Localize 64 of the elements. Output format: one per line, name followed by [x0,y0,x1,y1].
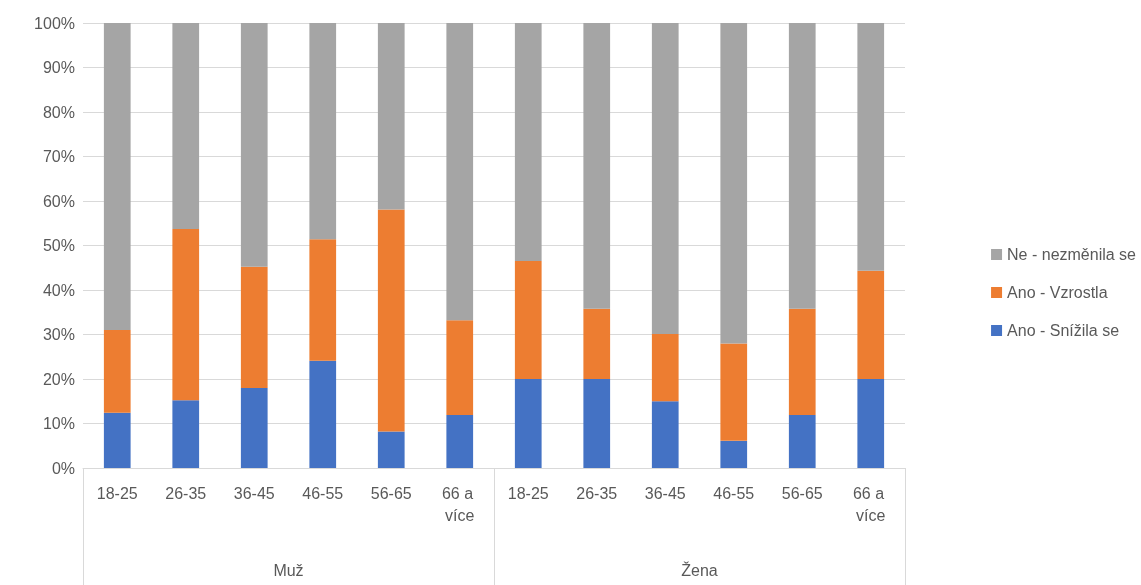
y-tick-label: 80% [42,103,75,121]
bar [103,330,131,413]
bar [651,401,679,468]
bar [514,379,542,468]
y-tick-label: 40% [42,281,75,299]
x-tick-label: 56-65 [781,484,823,502]
x-tick-label: 46-55 [713,484,755,502]
bar [857,270,885,379]
bar [720,343,748,441]
bar [720,23,748,344]
bar [788,23,816,309]
legend-label: Ano - Vzrostla [1007,284,1108,301]
bar [377,23,405,210]
x-tick-label: 66 a více [852,484,889,524]
x-tick-label: 18-25 [507,484,549,502]
y-tick-label: 10% [42,415,75,432]
x-tick-label: 36-45 [233,484,275,502]
bar [309,239,337,361]
bar [514,23,542,262]
x-tick-label: 56-65 [370,484,412,502]
bar [514,261,542,379]
y-tick-label: 70% [42,148,75,165]
bar [172,23,200,230]
y-tick-label: 30% [42,326,75,343]
text: Žena [681,560,718,579]
bar [583,379,611,468]
x-tick-label: 46-55 [302,484,344,502]
x-tick-label: 26-35 [576,484,618,502]
bar [720,440,748,468]
bar [651,334,679,402]
y-tick-label: 20% [42,370,75,388]
bar [172,229,200,401]
x-tick-label: 26-35 [165,484,207,502]
y-tick-label: 90% [42,59,75,76]
bar [788,415,816,468]
legend-label: Ne - nezměnila se [1007,246,1137,263]
x-tick-label: 18-25 [96,484,138,502]
bar [583,23,611,309]
bar [240,387,268,468]
bar [309,360,337,468]
x-tick-label: 36-45 [644,484,686,502]
y-tick-label: 0% [51,459,75,477]
bar [788,308,816,416]
bar [377,209,405,432]
bar [377,431,405,468]
bar [446,320,474,416]
bar [446,23,474,321]
bar [240,23,268,267]
bar [103,412,131,468]
y-tick-label: 60% [42,192,75,210]
bar [857,379,885,468]
bar [103,23,131,331]
y-tick-label: 50% [42,237,75,254]
bar [857,23,885,271]
bar [172,400,200,468]
text: Muž [273,561,304,579]
y-tick-label: 100% [34,14,75,32]
bar [583,308,611,379]
legend-label: Ano - Snížila se [1007,322,1120,339]
bar [240,266,268,388]
x-tick-label: 66 a více [441,484,478,524]
bar [309,23,337,240]
bar [446,415,474,468]
bar [651,23,679,335]
